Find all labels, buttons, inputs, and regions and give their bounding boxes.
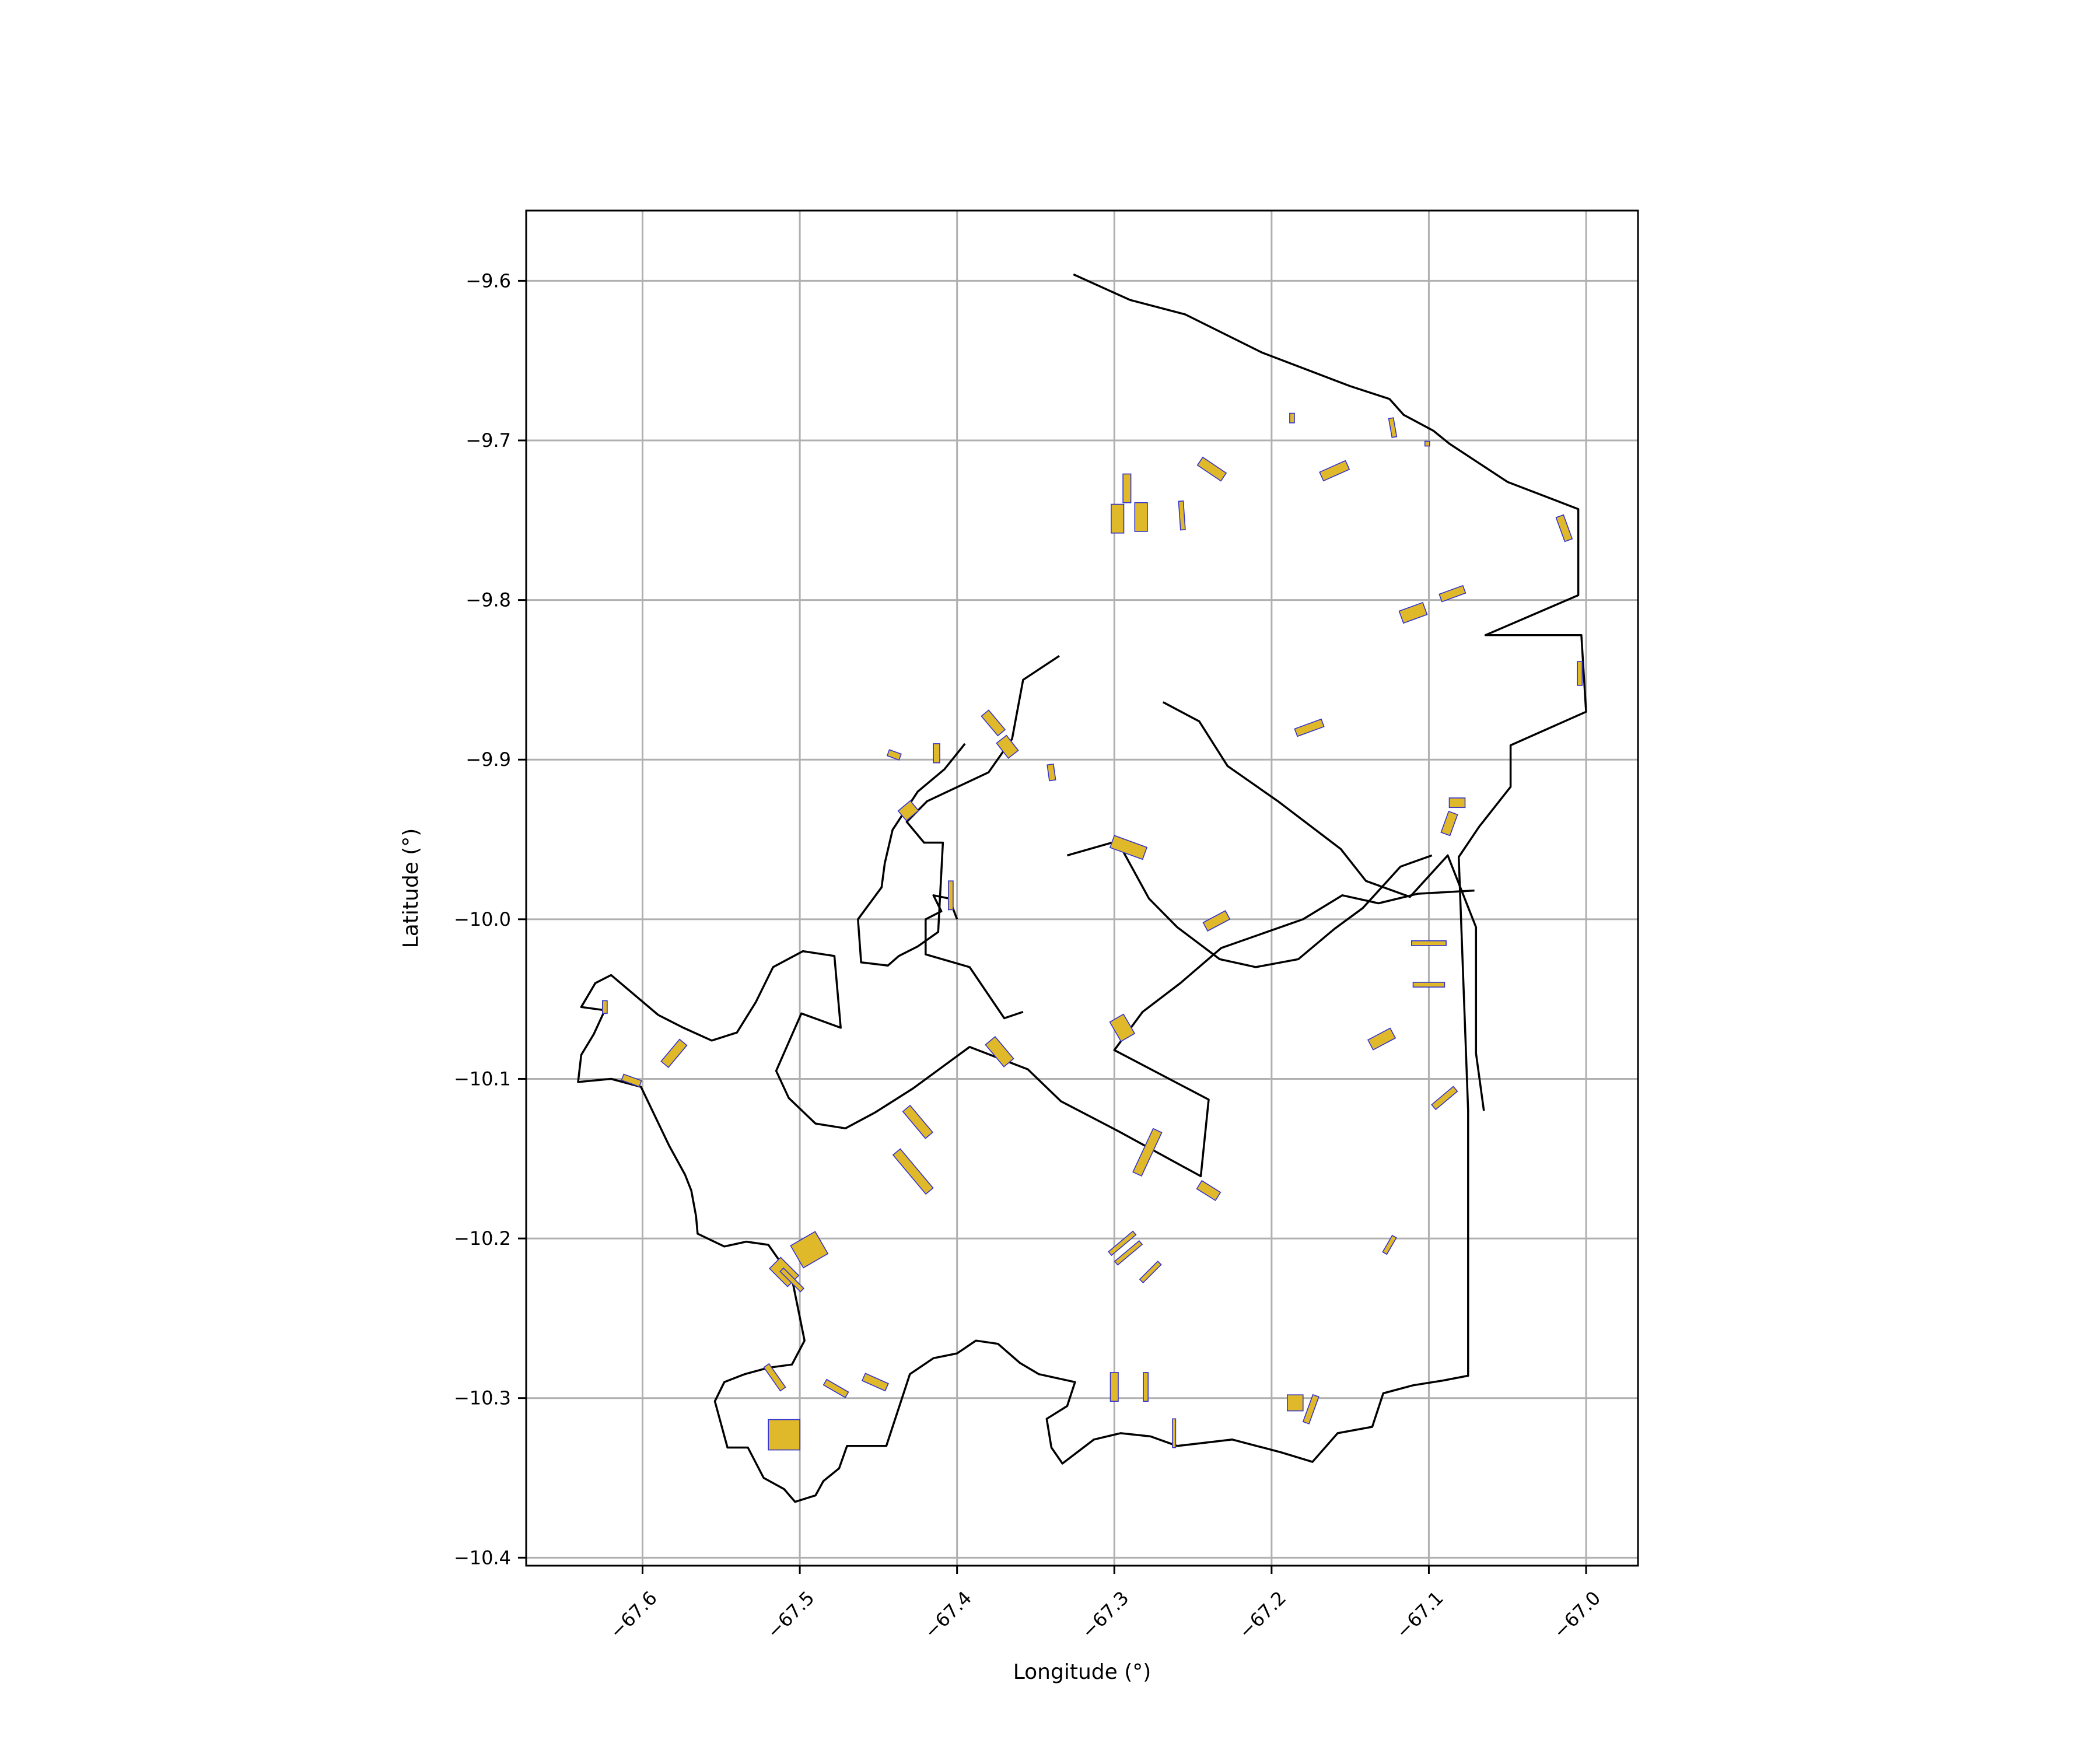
land-patch	[1440, 810, 1458, 836]
land-patch	[768, 1419, 800, 1451]
land-patch	[1196, 456, 1227, 482]
land-patch	[779, 1267, 805, 1293]
land-patch	[1139, 1261, 1162, 1284]
land-patches	[602, 412, 1583, 1451]
land-patch	[1388, 417, 1398, 438]
land-patch	[790, 1231, 829, 1269]
land-patch	[1111, 503, 1125, 534]
y-tick-label: −10.0	[454, 908, 511, 930]
land-patch	[985, 1036, 1014, 1068]
land-patch	[1143, 1372, 1149, 1402]
land-patch	[1134, 502, 1148, 532]
land-patch	[981, 709, 1006, 737]
land-patch	[1122, 473, 1132, 503]
land-patch	[1555, 514, 1573, 542]
land-patch	[1431, 1086, 1458, 1111]
land-patch	[1412, 982, 1446, 988]
land-patch	[602, 1000, 608, 1014]
y-tick-label: −10.1	[454, 1068, 511, 1090]
y-tick-label: −10.4	[454, 1546, 511, 1569]
land-patch	[621, 1073, 642, 1087]
land-patch	[1196, 1180, 1222, 1202]
land-patch	[1438, 584, 1466, 603]
land-patch	[1109, 835, 1148, 860]
land-patch	[822, 1378, 849, 1398]
land-patch	[1114, 1240, 1143, 1266]
x-axis-label: Longitude (°)	[1013, 1660, 1152, 1684]
inner-boundary-central	[1066, 840, 1433, 968]
land-patch	[933, 743, 940, 764]
plot-frame	[525, 209, 1639, 1567]
land-patch	[1172, 1418, 1177, 1448]
land-patch	[948, 880, 954, 911]
land-patch	[902, 1104, 933, 1139]
land-patch	[1398, 601, 1428, 624]
boundaries	[577, 273, 1587, 1503]
inner-boundary-north	[857, 654, 1060, 967]
land-patch	[1577, 661, 1583, 686]
land-patch	[1382, 1234, 1397, 1255]
land-patch	[1202, 910, 1231, 932]
land-patch	[1294, 718, 1325, 737]
land-patch	[1302, 1394, 1320, 1424]
land-patch	[1367, 1027, 1396, 1051]
land-patch	[1108, 1230, 1137, 1256]
y-axis-label: Latitude (°)	[399, 828, 423, 949]
land-patch	[996, 734, 1019, 759]
land-patch	[1132, 1128, 1163, 1177]
land-patch	[1178, 500, 1186, 531]
inner-boundary-east	[1162, 701, 1485, 1111]
land-patch	[886, 749, 902, 761]
land-patch	[1289, 412, 1295, 424]
y-tick-label: −10.2	[454, 1227, 511, 1250]
land-patch	[1109, 1013, 1136, 1042]
land-patch	[1110, 1372, 1119, 1402]
land-patch	[897, 800, 919, 822]
y-tick-label: −9.8	[466, 589, 511, 611]
land-patch	[1046, 763, 1056, 782]
land-patch	[1448, 797, 1466, 808]
land-patch	[1287, 1394, 1304, 1412]
y-tick-label: −9.7	[466, 429, 511, 452]
land-patch	[763, 1363, 786, 1392]
land-patch	[892, 1148, 934, 1195]
grid	[526, 211, 1638, 1566]
land-patch	[861, 1373, 889, 1392]
inner-boundary-south-west	[925, 894, 1024, 1020]
y-tick-label: −9.9	[466, 748, 511, 771]
land-patch	[660, 1038, 688, 1068]
y-tick-label: −10.3	[454, 1387, 511, 1409]
outer-boundary	[577, 273, 1587, 1503]
land-patch	[1411, 940, 1447, 946]
land-patch	[1424, 440, 1430, 447]
land-patch	[1319, 460, 1350, 482]
y-tick-label: −9.6	[466, 270, 511, 292]
